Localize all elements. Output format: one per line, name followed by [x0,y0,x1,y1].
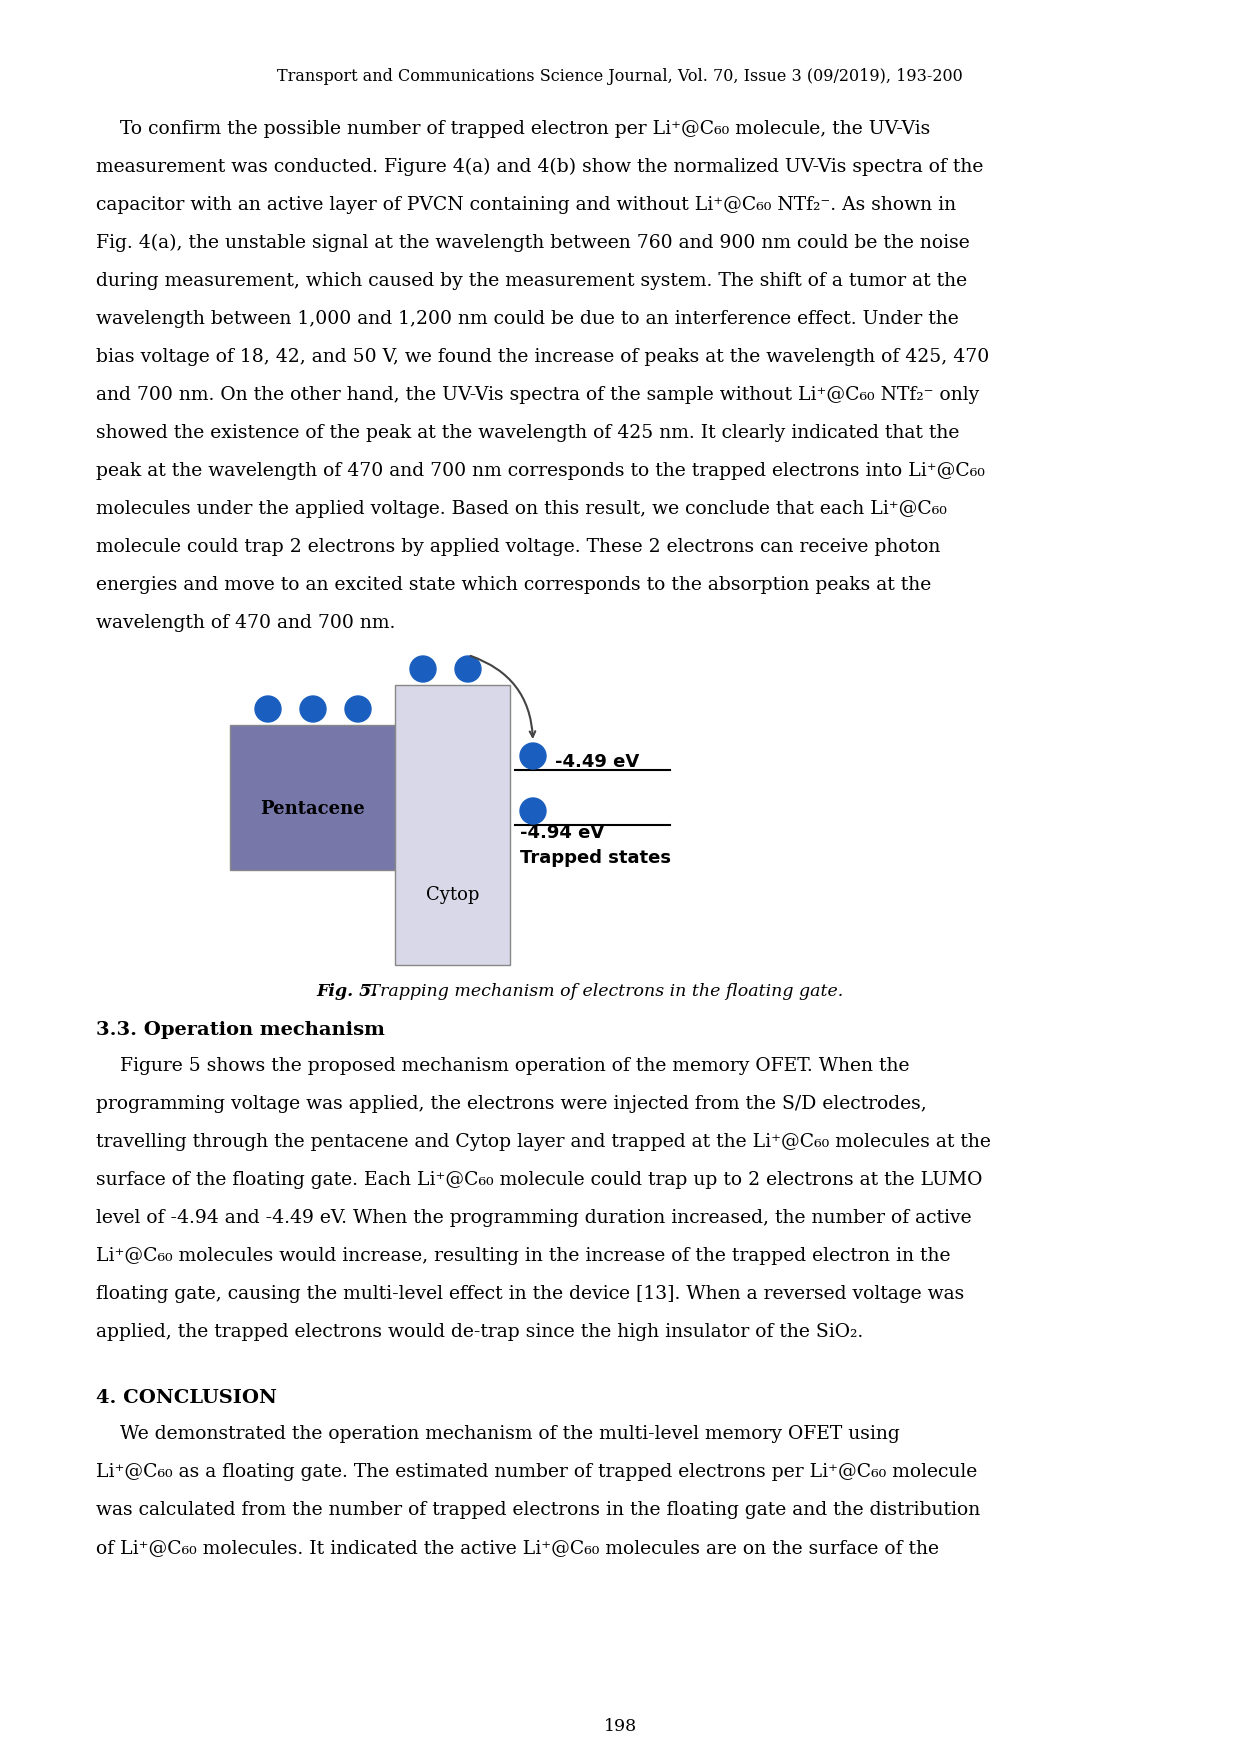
Text: Li⁺@C₆₀ as a floating gate. The estimated number of trapped electrons per Li⁺@C₆: Li⁺@C₆₀ as a floating gate. The estimate… [95,1464,977,1481]
Text: To confirm the possible number of trapped electron per Li⁺@C₆₀ molecule, the UV-: To confirm the possible number of trappe… [95,119,930,138]
Text: wavelength between 1,000 and 1,200 nm could be due to an interference effect. Un: wavelength between 1,000 and 1,200 nm co… [95,310,959,328]
Text: programming voltage was applied, the electrons were injected from the S/D electr: programming voltage was applied, the ele… [95,1096,926,1113]
Text: surface of the floating gate. Each Li⁺@C₆₀ molecule could trap up to 2 electrons: surface of the floating gate. Each Li⁺@C… [95,1171,982,1189]
Text: capacitor with an active layer of PVCN containing and without Li⁺@C₆₀ NTf₂⁻. As : capacitor with an active layer of PVCN c… [95,196,956,214]
Bar [396,685,510,964]
Text: -4.49 eV: -4.49 eV [556,754,640,771]
Circle shape [520,798,546,824]
Text: Li⁺@C₆₀ molecules would increase, resulting in the increase of the trapped elect: Li⁺@C₆₀ molecules would increase, result… [95,1246,951,1266]
Text: Figure 5 shows the proposed mechanism operation of the memory OFET. When the: Figure 5 shows the proposed mechanism op… [95,1057,909,1075]
Text: molecules under the applied voltage. Based on this result, we conclude that each: molecules under the applied voltage. Bas… [95,500,947,517]
Text: We demonstrated the operation mechanism of the multi-level memory OFET using: We demonstrated the operation mechanism … [95,1425,900,1443]
Circle shape [410,656,436,682]
Text: 4. CONCLUSION: 4. CONCLUSION [95,1388,277,1408]
Text: Cytop: Cytop [425,885,479,905]
Circle shape [300,696,326,722]
Text: Fig. 5.: Fig. 5. [316,983,377,999]
Text: molecule could trap 2 electrons by applied voltage. These 2 electrons can receiv: molecule could trap 2 electrons by appli… [95,538,940,556]
Text: Trapping mechanism of electrons in the floating gate.: Trapping mechanism of electrons in the f… [363,983,843,999]
Circle shape [455,656,481,682]
Text: was calculated from the number of trapped electrons in the floating gate and the: was calculated from the number of trappe… [95,1501,981,1520]
Circle shape [520,743,546,770]
Text: measurement was conducted. Figure 4(a) and 4(b) show the normalized UV-Vis spect: measurement was conducted. Figure 4(a) a… [95,158,983,177]
Text: 3.3. Operation mechanism: 3.3. Operation mechanism [95,1020,384,1040]
Bar [229,726,396,869]
Text: Pentacene: Pentacene [260,799,365,819]
Text: wavelength of 470 and 700 nm.: wavelength of 470 and 700 nm. [95,614,396,633]
Text: -4.94 eV: -4.94 eV [520,824,604,841]
Text: Trapped states: Trapped states [520,848,671,868]
Text: bias voltage of 18, 42, and 50 V, we found the increase of peaks at the waveleng: bias voltage of 18, 42, and 50 V, we fou… [95,349,990,366]
Text: of Li⁺@C₆₀ molecules. It indicated the active Li⁺@C₆₀ molecules are on the surfa: of Li⁺@C₆₀ molecules. It indicated the a… [95,1539,939,1557]
Text: Fig. 4(a), the unstable signal at the wavelength between 760 and 900 nm could be: Fig. 4(a), the unstable signal at the wa… [95,233,970,252]
Circle shape [255,696,281,722]
Text: Transport and Communications Science Journal, Vol. 70, Issue 3 (09/2019), 193-20: Transport and Communications Science Jou… [277,68,963,84]
Text: applied, the trapped electrons would de-trap since the high insulator of the SiO: applied, the trapped electrons would de-… [95,1324,863,1341]
Text: energies and move to an excited state which corresponds to the absorption peaks : energies and move to an excited state wh… [95,577,931,594]
Text: floating gate, causing the multi-level effect in the device [13]. When a reverse: floating gate, causing the multi-level e… [95,1285,965,1302]
Text: peak at the wavelength of 470 and 700 nm corresponds to the trapped electrons in: peak at the wavelength of 470 and 700 nm… [95,463,985,480]
Text: 198: 198 [604,1718,636,1735]
Text: travelling through the pentacene and Cytop layer and trapped at the Li⁺@C₆₀ mole: travelling through the pentacene and Cyt… [95,1132,991,1152]
Text: and 700 nm. On the other hand, the UV-Vis spectra of the sample without Li⁺@C₆₀ : and 700 nm. On the other hand, the UV-Vi… [95,386,980,403]
Circle shape [345,696,371,722]
Text: level of -4.94 and -4.49 eV. When the programming duration increased, the number: level of -4.94 and -4.49 eV. When the pr… [95,1210,972,1227]
Text: showed the existence of the peak at the wavelength of 425 nm. It clearly indicat: showed the existence of the peak at the … [95,424,960,442]
Text: during measurement, which caused by the measurement system. The shift of a tumor: during measurement, which caused by the … [95,272,967,289]
